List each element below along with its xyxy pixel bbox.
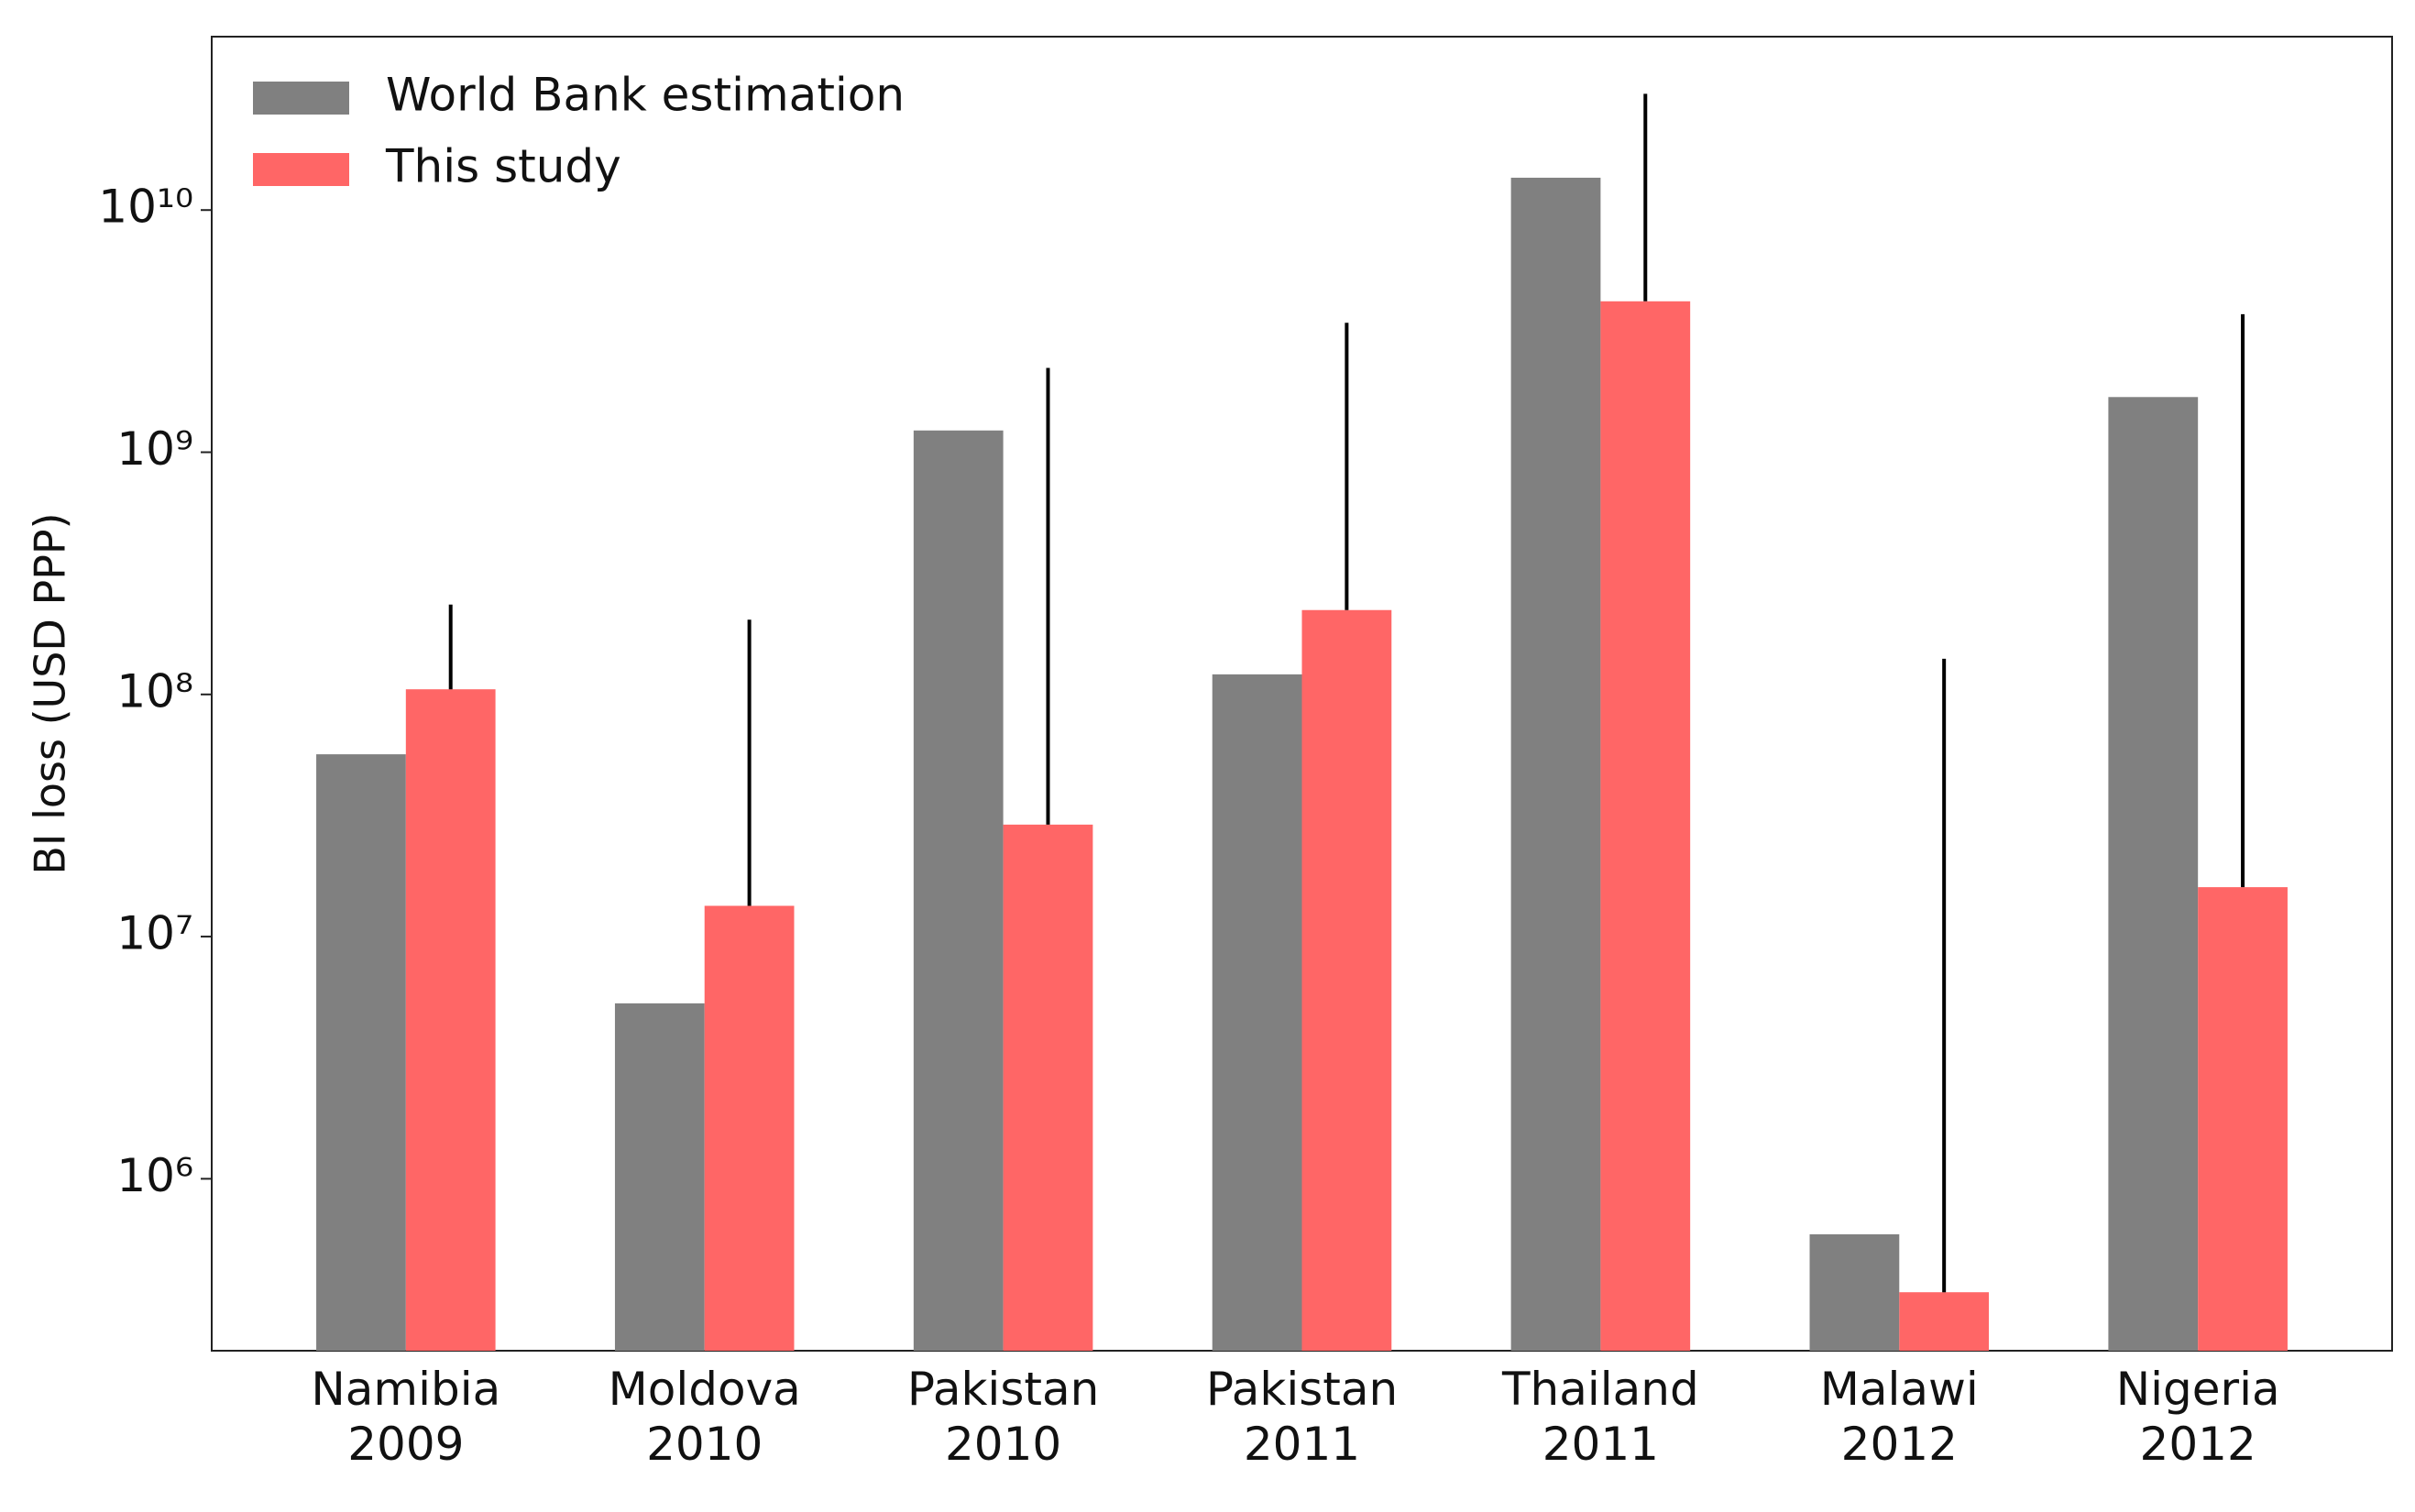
- y-tick-label: 10⁶: [116, 1149, 193, 1202]
- x-tick-label-line: 2012: [1841, 1418, 1958, 1471]
- x-tick-label-line: 2010: [646, 1418, 763, 1471]
- bar: [614, 1003, 705, 1351]
- bar: [1003, 824, 1093, 1351]
- bar: [2108, 397, 2199, 1351]
- bar: [316, 754, 406, 1351]
- y-axis-label: BI loss (USD PPP): [26, 512, 75, 874]
- y-tick-label: 10¹⁰: [98, 181, 193, 234]
- bar: [1212, 674, 1302, 1351]
- x-tick-label: Nigeria 2012: [2116, 1363, 2280, 1471]
- bar: [2198, 887, 2288, 1351]
- legend-label: World Bank estimation: [386, 69, 905, 122]
- legend-swatch: [253, 153, 349, 186]
- x-tick-label-line: Nigeria: [2116, 1363, 2280, 1416]
- x-tick-label-line: Namibia: [311, 1363, 500, 1416]
- x-tick-label: Malawi 2012: [1820, 1363, 1979, 1471]
- bar: [704, 905, 795, 1351]
- x-tick-label-line: 2011: [1542, 1418, 1659, 1471]
- x-tick-label-line: 2011: [1244, 1418, 1360, 1471]
- x-tick-label-line: 2009: [347, 1418, 464, 1471]
- x-tick-label-line: 2012: [2140, 1418, 2256, 1471]
- x-tick-label: Pakistan 2010: [907, 1363, 1099, 1471]
- bar: [1301, 609, 1392, 1351]
- bar: [1809, 1233, 1900, 1351]
- bar: [913, 430, 1004, 1352]
- x-tick-label-line: Thailand: [1501, 1363, 1699, 1416]
- x-tick-label: Thailand 2011: [1501, 1363, 1699, 1471]
- x-tick-label-line: Moldova: [609, 1363, 801, 1416]
- legend-swatch: [253, 82, 349, 115]
- y-tick-label: 10⁷: [116, 907, 193, 960]
- x-tick-label: Namibia 2009: [311, 1363, 500, 1471]
- x-tick-label-line: 2010: [945, 1418, 1061, 1471]
- x-tick-label: Moldova 2010: [609, 1363, 801, 1471]
- x-tick-label-line: Malawi: [1820, 1363, 1979, 1416]
- bar: [1510, 177, 1601, 1351]
- bar: [1899, 1292, 1990, 1351]
- legend-label: This study: [385, 140, 621, 193]
- y-tick-label: 10⁹: [116, 422, 193, 476]
- bar: [405, 689, 496, 1351]
- x-tick-label-line: Pakistan: [1206, 1363, 1398, 1416]
- x-tick-label-line: Pakistan: [907, 1363, 1099, 1416]
- bar: [1600, 301, 1691, 1351]
- x-tick-label: Pakistan 2011: [1206, 1363, 1398, 1471]
- y-tick-label: 10⁸: [116, 664, 193, 718]
